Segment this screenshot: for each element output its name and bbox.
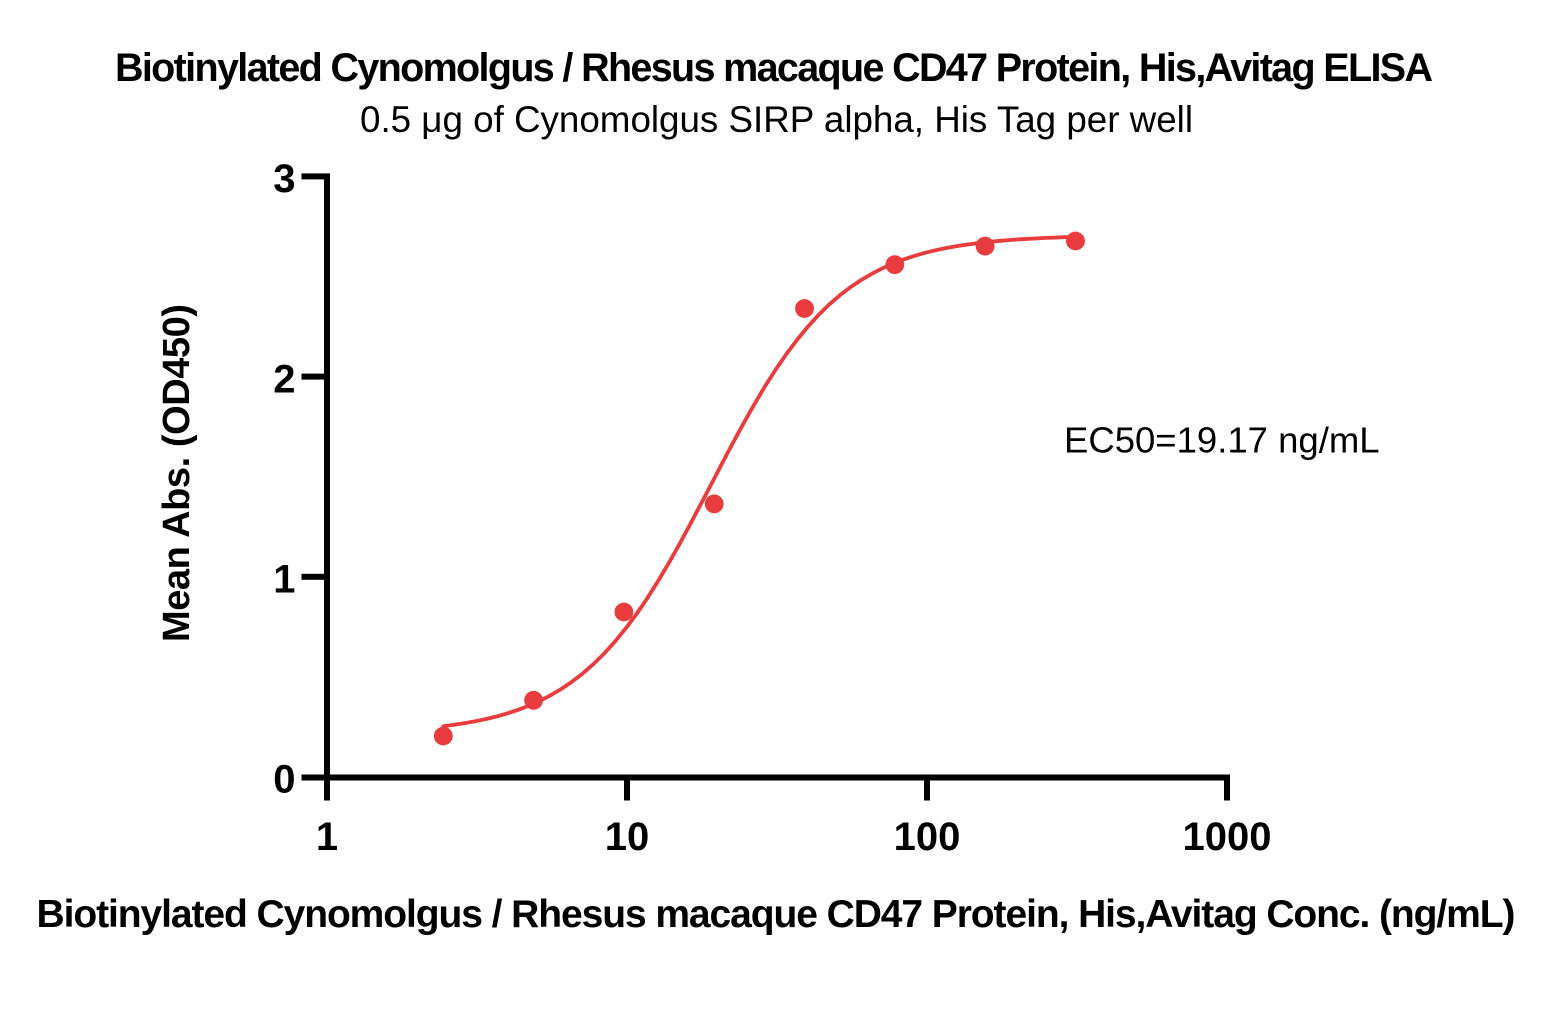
svg-text:Mean Abs. (OD450): Mean Abs. (OD450) [156, 304, 198, 642]
svg-text:EC50=19.17 ng/mL: EC50=19.17 ng/mL [1064, 419, 1380, 460]
svg-text:1: 1 [316, 815, 338, 859]
svg-text:Biotinylated Cynomolgus / Rhes: Biotinylated Cynomolgus / Rhesus macaque… [37, 893, 1516, 936]
svg-text:1: 1 [273, 558, 295, 602]
svg-text:3: 3 [273, 157, 295, 201]
svg-text:10: 10 [605, 815, 650, 859]
svg-text:0.5 μg of Cynomolgus SIRP alph: 0.5 μg of Cynomolgus SIRP alpha, His Tag… [360, 99, 1193, 140]
svg-text:Biotinylated Cynomolgus / Rhes: Biotinylated Cynomolgus / Rhesus macaque… [115, 46, 1433, 90]
svg-text:0: 0 [273, 758, 295, 802]
svg-text:1000: 1000 [1183, 815, 1272, 859]
svg-text:100: 100 [894, 815, 961, 859]
svg-text:2: 2 [273, 357, 295, 401]
